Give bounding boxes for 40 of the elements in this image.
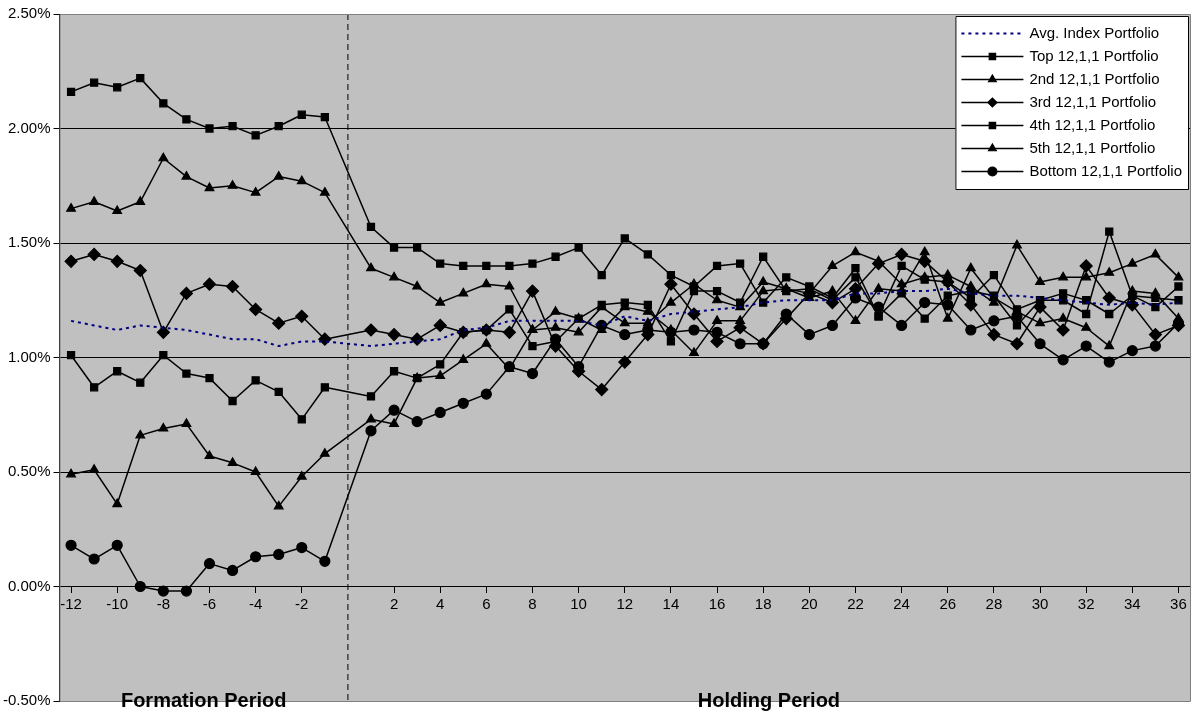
x-tick-label: 30 bbox=[1031, 594, 1049, 612]
legend-label: 4th 12,1,1 Portfolio bbox=[1029, 115, 1156, 133]
x-tick-label: 14 bbox=[662, 594, 680, 612]
x-tick-label: 2 bbox=[389, 594, 399, 612]
x-tick-label: 6 bbox=[482, 594, 491, 612]
x-tick-label: 36 bbox=[1170, 594, 1187, 612]
legend-label: 3rd 12,1,1 Portfolio bbox=[1029, 92, 1157, 110]
x-tick-label: -6 bbox=[202, 594, 217, 612]
y-tick-label: 1.50% bbox=[7, 233, 51, 251]
x-tick-label: 20 bbox=[800, 594, 818, 612]
y-tick-label: 0.00% bbox=[7, 576, 51, 594]
legend-label: 5th 12,1,1 Portfolio bbox=[1029, 138, 1156, 156]
x-tick-label: 24 bbox=[893, 594, 910, 612]
legend-label: Avg. Index Portfolio bbox=[1029, 23, 1160, 41]
x-tick-label: -4 bbox=[248, 594, 263, 612]
x-tick-label: 4 bbox=[436, 594, 445, 612]
y-tick-label: 2.00% bbox=[7, 118, 51, 136]
x-tick-label: 32 bbox=[1077, 594, 1095, 612]
legend-label: 2nd 12,1,1 Portfolio bbox=[1029, 69, 1160, 87]
x-tick-label: -12 bbox=[60, 594, 82, 612]
x-tick-label: 16 bbox=[708, 594, 726, 612]
x-tick-label: -10 bbox=[106, 594, 129, 612]
x-tick-label: 28 bbox=[985, 594, 1003, 612]
x-tick-label: 18 bbox=[754, 594, 772, 612]
x-tick-label: -2 bbox=[295, 594, 309, 612]
annotation: Holding Period bbox=[697, 688, 841, 711]
y-tick-label: 0.50% bbox=[7, 462, 51, 480]
annotation: Formation Period bbox=[120, 688, 287, 711]
x-tick-label: -8 bbox=[156, 594, 171, 612]
x-tick-label: 10 bbox=[570, 594, 587, 612]
x-tick-label: 34 bbox=[1123, 594, 1141, 612]
y-tick-label: 2.50% bbox=[7, 4, 51, 22]
x-tick-label: 8 bbox=[528, 594, 537, 612]
y-tick-label: 1.00% bbox=[7, 347, 51, 365]
y-tick-label: -0.50% bbox=[3, 691, 51, 709]
x-tick-label: 26 bbox=[939, 594, 957, 612]
x-tick-label: 22 bbox=[847, 594, 864, 612]
x-tick-label: 12 bbox=[616, 594, 634, 612]
legend-label: Bottom 12,1,1 Portfolio bbox=[1029, 161, 1183, 179]
legend-label: Top 12,1,1 Portfolio bbox=[1029, 46, 1159, 64]
